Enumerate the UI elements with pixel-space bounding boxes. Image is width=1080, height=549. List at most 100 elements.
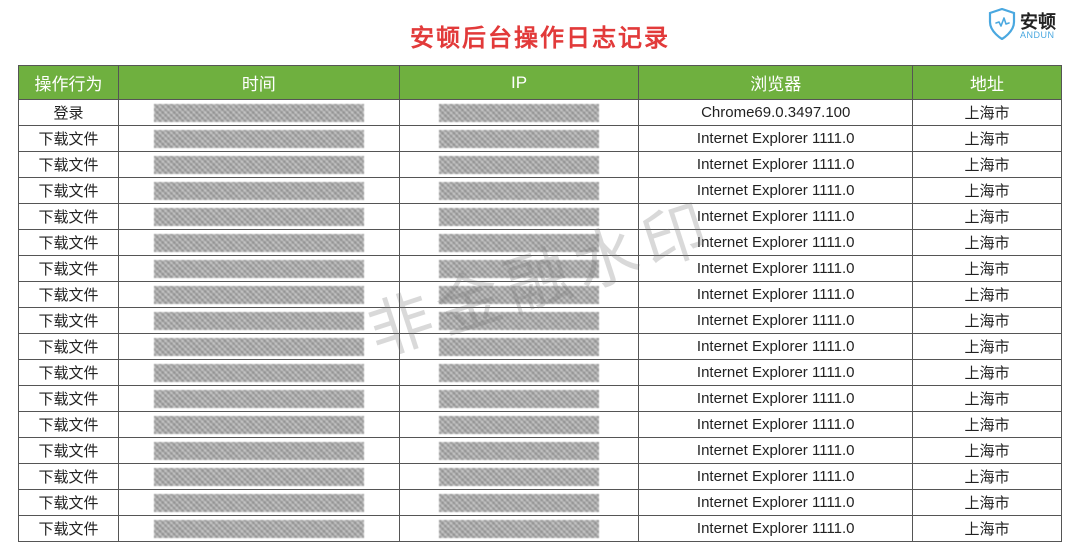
cell-browser: Internet Explorer 1111.0 xyxy=(639,412,913,438)
cell-browser: Internet Explorer 1111.0 xyxy=(639,126,913,152)
redacted-block xyxy=(154,260,364,278)
redacted-block xyxy=(154,234,364,252)
table-row: 登录Chrome69.0.3497.100上海市 xyxy=(19,100,1062,126)
brand-name-cn: 安顿 xyxy=(1020,13,1056,31)
cell-browser: Internet Explorer 1111.0 xyxy=(639,152,913,178)
brand-logo: 安顿 ANDUN xyxy=(988,8,1056,45)
table-row: 下载文件Internet Explorer 1111.0上海市 xyxy=(19,386,1062,412)
log-table: 操作行为 时间 IP 浏览器 地址 登录Chrome69.0.3497.100上… xyxy=(18,65,1062,542)
cell-addr: 上海市 xyxy=(912,334,1061,360)
cell-time xyxy=(119,152,400,178)
cell-ip xyxy=(399,490,639,516)
cell-action: 下载文件 xyxy=(19,178,119,204)
cell-action: 登录 xyxy=(19,100,119,126)
redacted-block xyxy=(154,338,364,356)
cell-time xyxy=(119,464,400,490)
cell-addr: 上海市 xyxy=(912,152,1061,178)
redacted-block xyxy=(439,208,599,226)
shield-icon xyxy=(988,8,1016,45)
redacted-block xyxy=(154,390,364,408)
cell-time xyxy=(119,360,400,386)
cell-action: 下载文件 xyxy=(19,516,119,542)
cell-browser: Internet Explorer 1111.0 xyxy=(639,438,913,464)
redacted-block xyxy=(439,156,599,174)
cell-ip xyxy=(399,516,639,542)
cell-addr: 上海市 xyxy=(912,256,1061,282)
table-row: 下载文件Internet Explorer 1111.0上海市 xyxy=(19,152,1062,178)
redacted-block xyxy=(439,182,599,200)
cell-ip xyxy=(399,204,639,230)
cell-action: 下载文件 xyxy=(19,126,119,152)
table-row: 下载文件Internet Explorer 1111.0上海市 xyxy=(19,126,1062,152)
cell-ip xyxy=(399,126,639,152)
cell-action: 下载文件 xyxy=(19,490,119,516)
cell-addr: 上海市 xyxy=(912,308,1061,334)
cell-time xyxy=(119,256,400,282)
table-row: 下载文件Internet Explorer 1111.0上海市 xyxy=(19,438,1062,464)
table-row: 下载文件Internet Explorer 1111.0上海市 xyxy=(19,308,1062,334)
table-row: 下载文件Internet Explorer 1111.0上海市 xyxy=(19,230,1062,256)
redacted-block xyxy=(154,130,364,148)
cell-action: 下载文件 xyxy=(19,438,119,464)
cell-browser: Internet Explorer 1111.0 xyxy=(639,230,913,256)
table-row: 下载文件Internet Explorer 1111.0上海市 xyxy=(19,256,1062,282)
redacted-block xyxy=(439,260,599,278)
cell-ip xyxy=(399,334,639,360)
table-row: 下载文件 Internet Explorer 1111.0上海市 xyxy=(19,516,1062,542)
redacted-block xyxy=(439,104,599,122)
redacted-block xyxy=(154,182,364,200)
cell-action: 下载文件 xyxy=(19,230,119,256)
table-row: 下载文件 Internet Explorer 1111.0上海市 xyxy=(19,490,1062,516)
cell-addr: 上海市 xyxy=(912,412,1061,438)
col-header-action: 操作行为 xyxy=(19,66,119,100)
cell-action: 下载文件 xyxy=(19,334,119,360)
cell-action: 下载文件 xyxy=(19,282,119,308)
table-row: 下载文件Internet Explorer 1111.0上海市 xyxy=(19,360,1062,386)
cell-ip xyxy=(399,178,639,204)
cell-time xyxy=(119,100,400,126)
redacted-block xyxy=(439,494,599,512)
cell-action: 下载文件 xyxy=(19,386,119,412)
cell-addr: 上海市 xyxy=(912,360,1061,386)
brand-name-en: ANDUN xyxy=(1020,31,1056,40)
cell-addr: 上海市 xyxy=(912,490,1061,516)
redacted-block xyxy=(439,468,599,486)
table-row: 下载文件 Internet Explorer 1111.0上海市 xyxy=(19,464,1062,490)
cell-time xyxy=(119,438,400,464)
cell-browser: Internet Explorer 1111.0 xyxy=(639,490,913,516)
cell-time xyxy=(119,126,400,152)
col-header-browser: 浏览器 xyxy=(639,66,913,100)
cell-ip xyxy=(399,308,639,334)
redacted-block xyxy=(439,390,599,408)
cell-addr: 上海市 xyxy=(912,282,1061,308)
cell-browser: Internet Explorer 1111.0 xyxy=(639,282,913,308)
cell-addr: 上海市 xyxy=(912,204,1061,230)
cell-time xyxy=(119,282,400,308)
table-row: 下载文件 Internet Explorer 1111.0上海市 xyxy=(19,282,1062,308)
cell-addr: 上海市 xyxy=(912,464,1061,490)
redacted-block xyxy=(439,312,599,330)
cell-ip xyxy=(399,360,639,386)
col-header-ip: IP xyxy=(399,66,639,100)
cell-time xyxy=(119,308,400,334)
table-header-row: 操作行为 时间 IP 浏览器 地址 xyxy=(19,66,1062,100)
cell-browser: Internet Explorer 1111.0 xyxy=(639,308,913,334)
cell-browser: Internet Explorer 1111.0 xyxy=(639,334,913,360)
redacted-block xyxy=(439,286,599,304)
cell-time xyxy=(119,386,400,412)
cell-ip xyxy=(399,256,639,282)
cell-browser: Internet Explorer 1111.0 xyxy=(639,516,913,542)
cell-time xyxy=(119,516,400,542)
redacted-block xyxy=(154,442,364,460)
cell-browser: Internet Explorer 1111.0 xyxy=(639,464,913,490)
cell-action: 下载文件 xyxy=(19,464,119,490)
redacted-block xyxy=(439,234,599,252)
redacted-block xyxy=(154,286,364,304)
redacted-block xyxy=(154,156,364,174)
cell-addr: 上海市 xyxy=(912,516,1061,542)
cell-action: 下载文件 xyxy=(19,360,119,386)
cell-ip xyxy=(399,100,639,126)
cell-action: 下载文件 xyxy=(19,256,119,282)
cell-browser: Internet Explorer 1111.0 xyxy=(639,204,913,230)
cell-time xyxy=(119,334,400,360)
